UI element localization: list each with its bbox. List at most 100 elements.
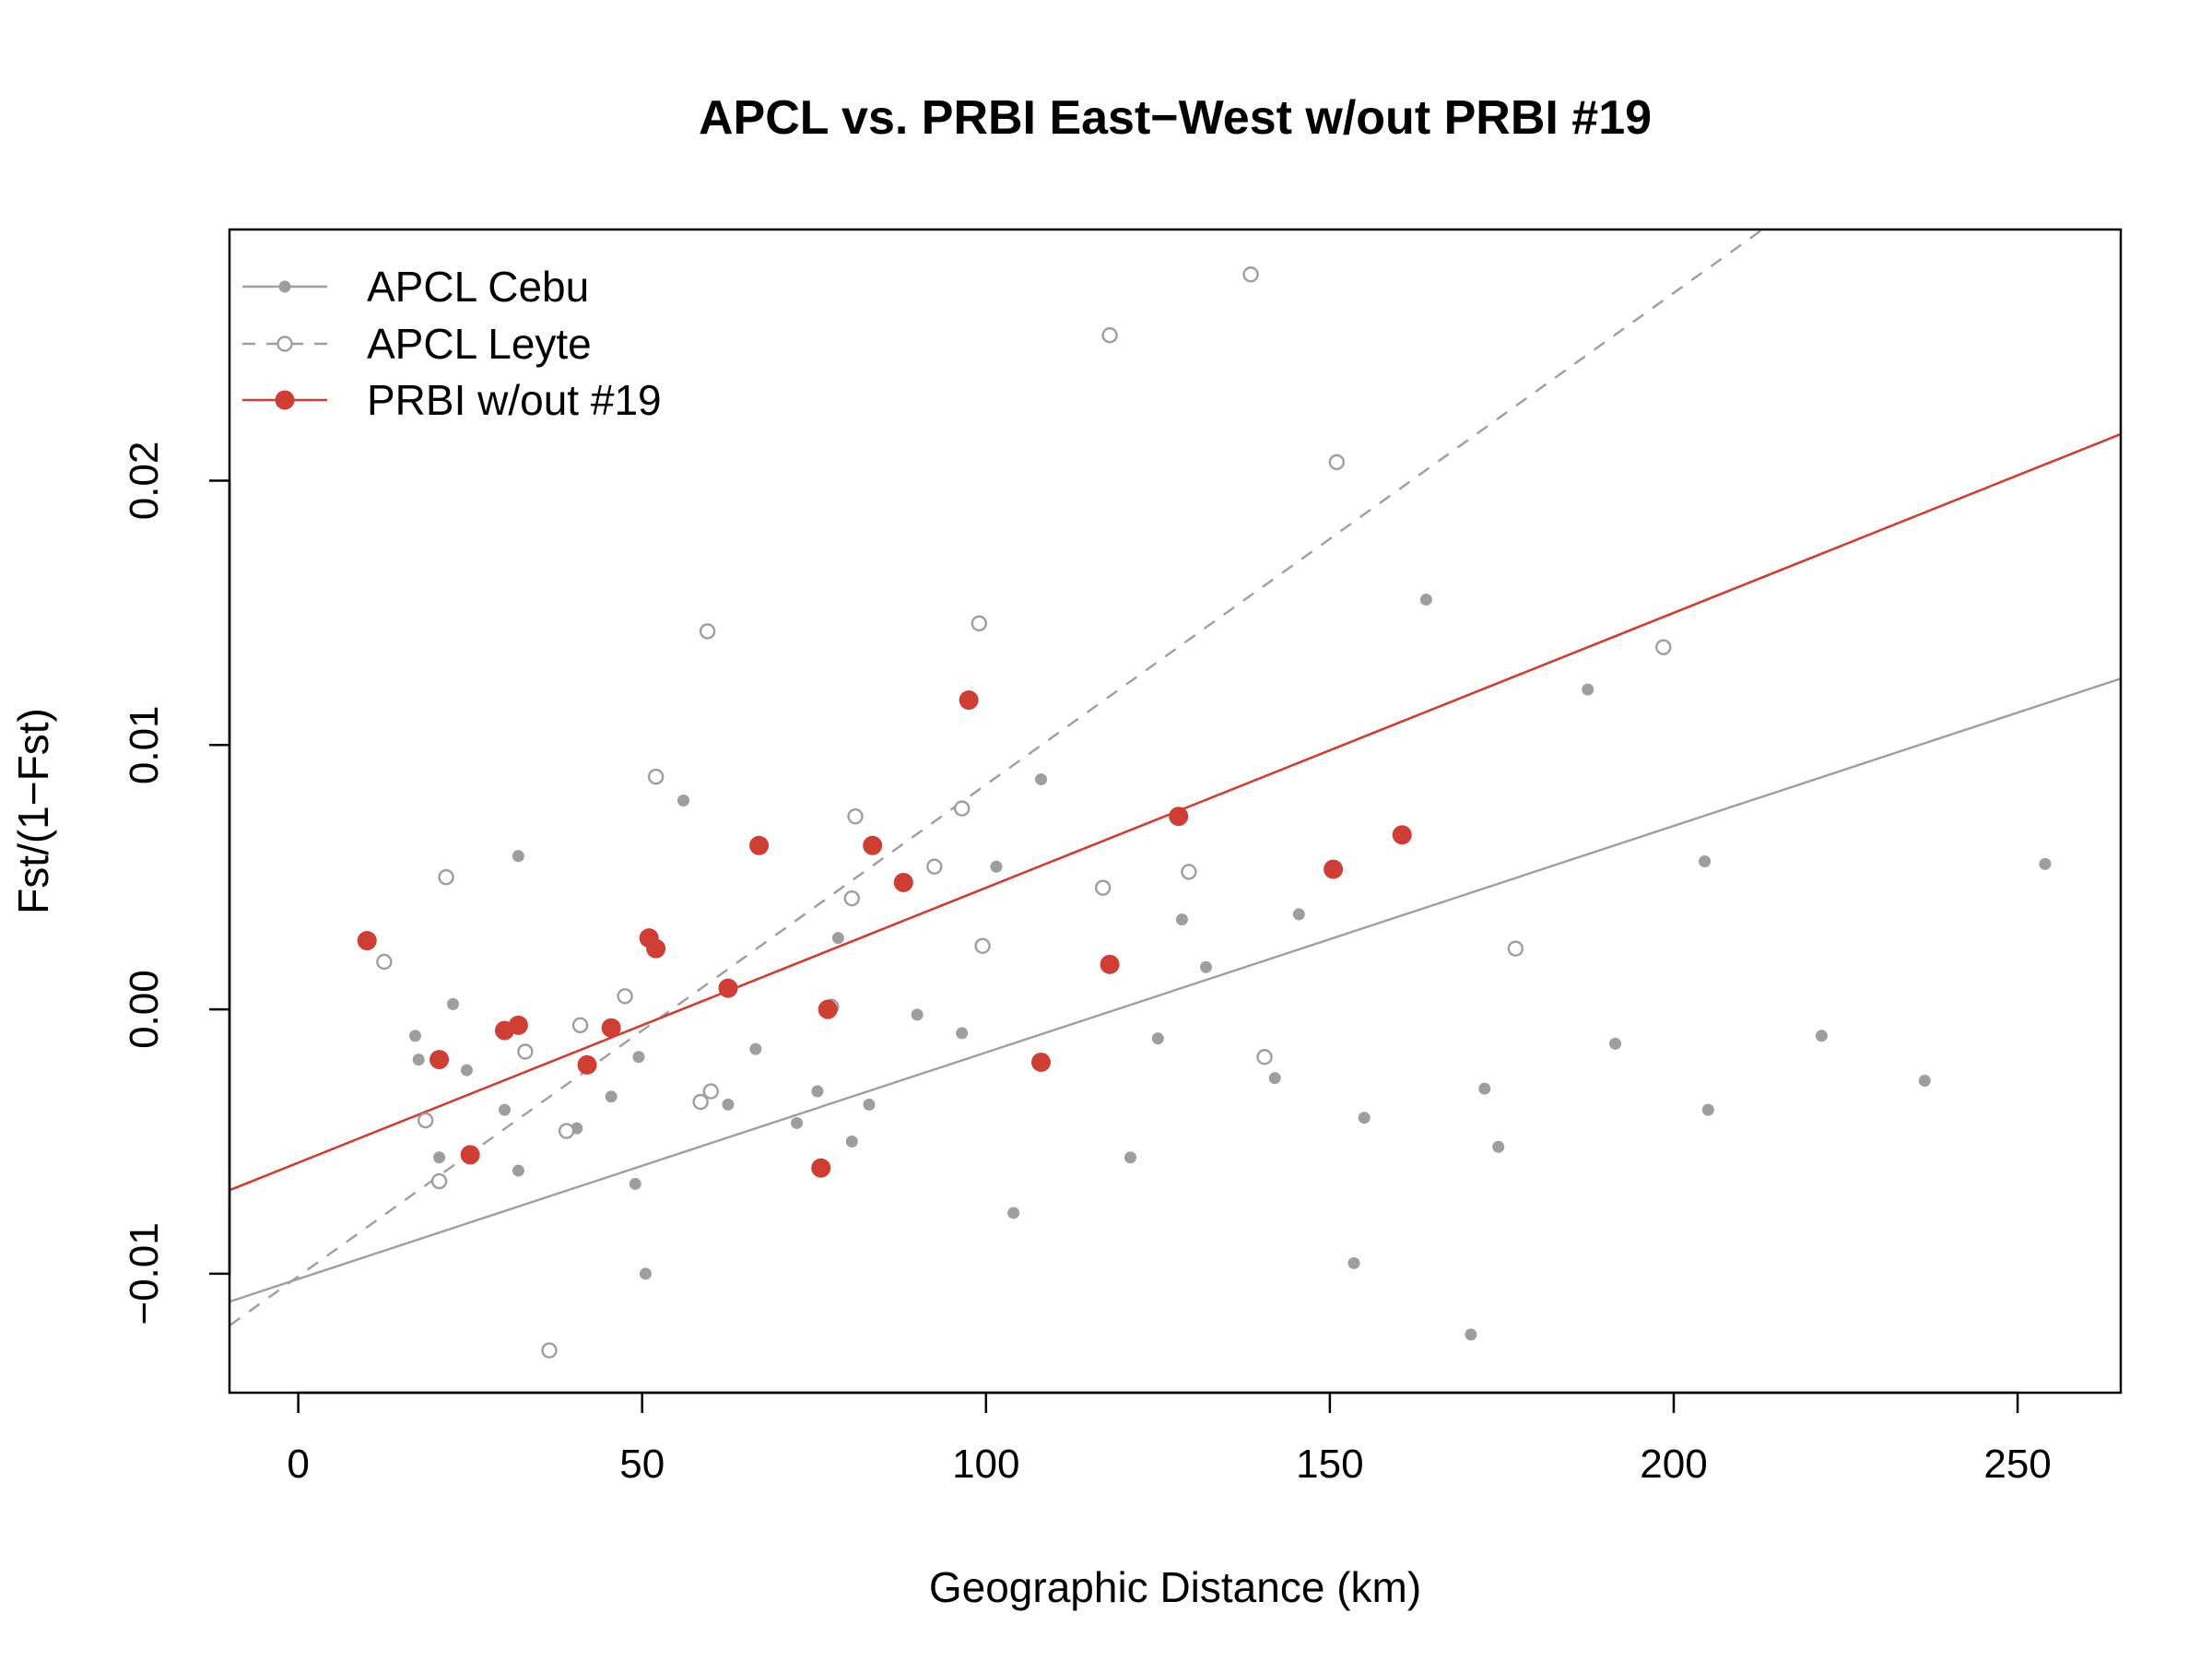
data-point — [1655, 639, 1672, 655]
chart-title: APCL vs. PRBI East−West w/out PRBI #19 — [699, 91, 1652, 145]
data-point — [1358, 1112, 1371, 1124]
data-point — [632, 1051, 645, 1064]
data-point — [953, 800, 971, 817]
legend-marker — [276, 336, 293, 352]
data-point — [417, 1112, 434, 1129]
data-point — [512, 1164, 524, 1177]
data-point — [571, 1017, 589, 1034]
data-point — [447, 997, 460, 1010]
data-point — [847, 808, 864, 825]
data-point — [1034, 773, 1047, 786]
data-point — [911, 1008, 924, 1021]
data-point — [1094, 879, 1112, 896]
data-point — [956, 1027, 969, 1040]
data-point — [831, 932, 844, 945]
data-point — [1347, 1256, 1360, 1269]
data-point — [749, 1042, 762, 1055]
data-point — [1151, 1032, 1164, 1045]
data-point — [1169, 806, 1189, 827]
data-point — [438, 869, 454, 886]
data-point — [1007, 1207, 1020, 1219]
data-point — [1175, 913, 1188, 926]
fit-lines — [229, 230, 2121, 1327]
legend-label: APCL Cebu — [367, 263, 589, 311]
data-point — [811, 1158, 831, 1178]
data-point — [863, 1098, 876, 1111]
x-tick-label: 100 — [952, 1442, 1019, 1487]
data-point — [408, 1030, 421, 1042]
data-point — [617, 988, 633, 1005]
data-point — [818, 999, 838, 1019]
data-point — [646, 938, 666, 959]
data-point — [1492, 1140, 1505, 1153]
data-point — [1918, 1075, 1931, 1088]
data-point — [926, 858, 943, 875]
x-tick-label: 150 — [1296, 1442, 1363, 1487]
data-point — [433, 1151, 446, 1164]
data-point — [1507, 940, 1524, 957]
data-point — [1268, 1072, 1281, 1085]
data-point — [460, 1064, 473, 1077]
data-point — [699, 623, 716, 640]
data-point — [1256, 1049, 1273, 1065]
data-point — [722, 1098, 735, 1111]
data-point — [601, 1018, 621, 1038]
data-point — [990, 860, 1003, 873]
data-point — [430, 1172, 448, 1190]
data-point — [718, 978, 738, 998]
data-point — [843, 889, 860, 907]
data-point — [971, 615, 988, 632]
data-point — [541, 1342, 558, 1359]
data-point — [498, 1103, 511, 1116]
data-point — [1699, 854, 1712, 867]
y-axis-label: Fst/(1−Fst) — [9, 708, 57, 914]
data-point — [1030, 1052, 1051, 1072]
data-point — [893, 872, 913, 892]
data-point — [2039, 857, 2052, 870]
y-tick-label: 0.00 — [122, 970, 167, 1049]
data-point — [1815, 1030, 1828, 1042]
data-point — [1465, 1328, 1477, 1341]
data-point — [1324, 859, 1344, 879]
data-point — [1124, 1151, 1136, 1164]
data-point — [512, 850, 524, 863]
legend-label: APCL Leyte — [367, 320, 592, 368]
data-point — [845, 1136, 858, 1148]
x-tick-label: 250 — [1983, 1442, 2051, 1487]
y-tick-label: 0.02 — [122, 441, 167, 521]
y-tick-label: 0.01 — [122, 705, 167, 784]
data-point — [1101, 327, 1118, 344]
data-point — [863, 835, 883, 855]
data-point — [959, 690, 979, 711]
data-point — [1242, 266, 1259, 283]
data-point — [1582, 683, 1594, 696]
data-point — [639, 1267, 652, 1280]
legend-marker — [278, 280, 291, 293]
data-point — [376, 953, 393, 971]
fit-line — [229, 230, 1765, 1327]
data-point — [1292, 908, 1305, 921]
legend-label: PRBI w/out #19 — [367, 376, 662, 424]
data-point — [357, 931, 377, 951]
legend: APCL Cebu APCL Leyte PRBI w/out #19 — [242, 263, 662, 424]
y-tick-label: −0.01 — [122, 1222, 167, 1324]
data-point — [811, 1085, 824, 1098]
legend-marker — [275, 390, 295, 410]
data-point — [749, 835, 770, 855]
data-point — [1701, 1103, 1714, 1116]
data-point — [460, 1145, 480, 1165]
x-tick-label: 0 — [287, 1442, 309, 1487]
data-point — [1609, 1037, 1622, 1050]
data-point — [647, 769, 665, 785]
data-points — [357, 266, 2052, 1359]
data-point — [974, 937, 991, 954]
x-tick-label: 50 — [619, 1442, 665, 1487]
data-point — [677, 795, 689, 807]
y-axis: −0.01 0.00 0.01 0.02 — [122, 441, 231, 1325]
data-point — [1100, 954, 1120, 974]
data-point — [412, 1054, 425, 1066]
data-point — [629, 1177, 641, 1190]
data-point — [605, 1090, 618, 1103]
data-point — [558, 1123, 575, 1139]
